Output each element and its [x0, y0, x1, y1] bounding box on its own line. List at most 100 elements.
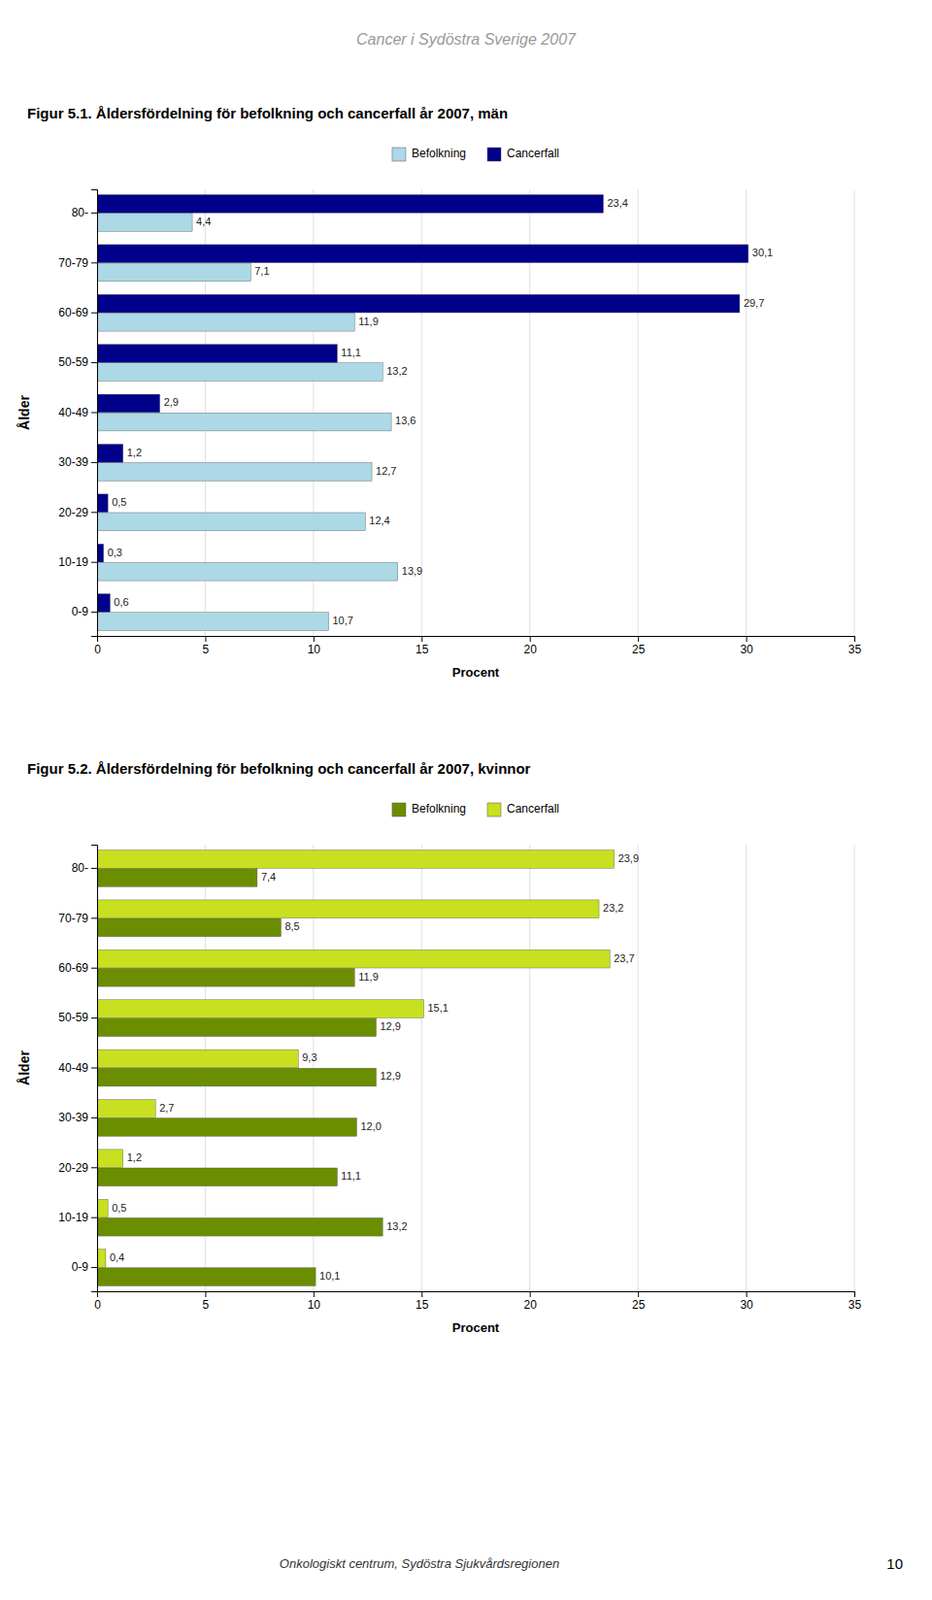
data-label: 2,9	[164, 396, 179, 408]
legend-label: Cancerfall	[506, 146, 560, 161]
bar	[97, 1217, 383, 1236]
y-axis: 80-70-7960-6950-5940-4930-3920-2910-190-…	[58, 845, 98, 1293]
bar	[97, 967, 355, 987]
bar	[97, 918, 281, 937]
bar	[97, 412, 392, 432]
tick: 10	[307, 635, 322, 657]
tick: 70-79	[58, 911, 98, 926]
data-label: 15,1	[428, 1001, 449, 1014]
data-label: 1,2	[127, 446, 142, 459]
tick-label: 50-59	[58, 355, 89, 369]
bar	[97, 195, 603, 214]
bar	[97, 562, 399, 581]
tick-mark	[637, 1291, 639, 1298]
bar	[97, 1018, 376, 1037]
tick-mark	[204, 635, 206, 642]
header: Cancer i Sydöstra Sverige 2007	[356, 31, 577, 48]
tick-label: 80-	[71, 205, 89, 220]
tick: 30	[739, 635, 754, 657]
tick: 30-39	[58, 455, 98, 469]
tick-mark	[91, 917, 98, 919]
tick: 5	[202, 635, 210, 657]
x-axis-title: Procent	[452, 665, 500, 680]
data-label: 12,7	[375, 465, 397, 477]
bar	[97, 294, 740, 313]
grid	[97, 189, 855, 636]
footer: Onkologiskt centrum, Sydöstra Sjukvårdsr…	[279, 1556, 560, 1571]
tick: 25	[632, 635, 646, 657]
tick-label: 35	[848, 642, 863, 657]
data-label: 30,1	[752, 246, 773, 259]
tick-mark	[91, 462, 98, 464]
y-axis-title: Ålder	[16, 395, 33, 431]
tick: 50-59	[58, 355, 98, 369]
data-label: 13,2	[386, 365, 407, 377]
tick-mark	[91, 967, 98, 969]
tick: 60-69	[58, 961, 98, 975]
data-label: 11,9	[358, 970, 379, 983]
tick-label: 30	[739, 1298, 754, 1312]
data-label: 7,4	[261, 870, 276, 883]
tick-label: 25	[632, 642, 646, 657]
tick-mark	[421, 635, 423, 642]
x-axis: 05101520253035	[94, 635, 862, 657]
tick: 30-39	[58, 1110, 98, 1125]
tick: 35	[848, 1291, 863, 1312]
grid	[97, 844, 855, 1292]
data-label: 11,1	[340, 1169, 362, 1182]
tick: 20-29	[58, 1161, 98, 1175]
tick: 25	[632, 1291, 646, 1312]
tick-mark	[91, 1017, 98, 1019]
tick-mark	[91, 412, 98, 414]
bar	[97, 850, 615, 869]
y-axis-title: Ålder	[16, 1050, 33, 1086]
legend-label: Befolkning	[411, 146, 466, 161]
tick-label: 30-39	[58, 455, 89, 469]
tick-label: 20	[524, 1298, 538, 1312]
bar	[97, 263, 251, 282]
tick: 80-	[71, 205, 98, 220]
tick: 20	[524, 1291, 538, 1312]
tick: 10-19	[58, 555, 98, 569]
grid-line	[854, 189, 856, 636]
bar	[97, 594, 110, 613]
tick: 30	[739, 1291, 754, 1312]
tick-label: 15	[415, 1298, 430, 1312]
data-label: 13,6	[395, 414, 416, 427]
tick-label: 10-19	[58, 555, 89, 569]
data-label: 12,9	[379, 1069, 400, 1082]
data-label: 12,0	[360, 1120, 381, 1132]
bar	[97, 444, 124, 464]
legend-swatch	[392, 802, 406, 817]
data-label: 0,6	[113, 596, 129, 608]
tick-mark	[91, 511, 98, 513]
bar	[97, 1149, 124, 1168]
tick: 40-49	[58, 405, 98, 420]
tick-label: 0	[94, 642, 101, 657]
data-label: 10,7	[332, 614, 353, 627]
data-label: 0,5	[111, 1201, 127, 1214]
tick: 15	[415, 1291, 430, 1312]
bar	[97, 1267, 316, 1287]
x-axis: 05101520253035	[94, 1291, 862, 1312]
tick: 0-9	[71, 604, 98, 619]
tick-label: 5	[202, 1298, 210, 1312]
tick-mark	[91, 611, 98, 613]
data-labels: 7,48,511,912,912,912,011,113,210,123,923…	[109, 852, 639, 1282]
tick-mark	[91, 212, 98, 214]
tick-mark	[313, 635, 315, 642]
legend-swatch	[487, 147, 501, 162]
tick-mark	[91, 562, 98, 564]
tick-mark	[204, 1291, 206, 1298]
bars	[97, 850, 615, 1287]
tick: 10	[307, 1291, 322, 1312]
legend: Befolkning Cancerfall	[392, 146, 560, 162]
chart-title: Figur 5.2. Åldersfördelning för befolkni…	[27, 760, 532, 777]
tick: 20	[524, 635, 538, 657]
tick-label: 10	[307, 642, 322, 657]
legend-item: Cancerfall	[487, 146, 560, 162]
tick-label: 30	[739, 642, 754, 657]
data-label: 12,9	[379, 1020, 400, 1032]
tick: 5	[202, 1291, 210, 1312]
bar	[97, 244, 749, 264]
